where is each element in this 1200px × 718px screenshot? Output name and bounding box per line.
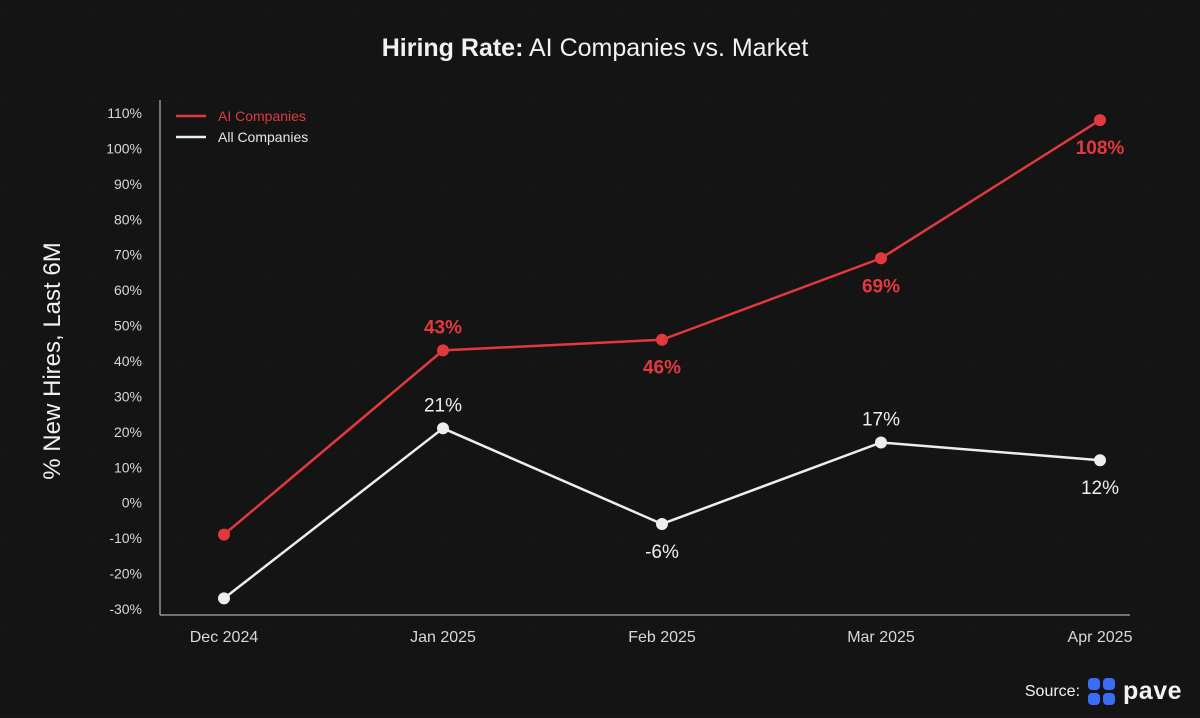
y-tick-label: 70% xyxy=(114,247,142,263)
y-tick-label: 60% xyxy=(114,282,142,298)
y-tick-label: 40% xyxy=(114,353,142,369)
data-point xyxy=(875,252,887,265)
pave-logo-icon xyxy=(1088,678,1116,705)
y-tick-label: 90% xyxy=(114,176,142,192)
data-label: 69% xyxy=(862,276,900,297)
y-tick-label: 0% xyxy=(122,495,142,511)
x-tick-label: Apr 2025 xyxy=(1068,629,1133,646)
x-tick-label: Mar 2025 xyxy=(847,629,915,646)
y-tick-label: -30% xyxy=(109,601,142,617)
data-point xyxy=(437,344,449,357)
series-line-0 xyxy=(223,119,1101,536)
source-credit: Source: pave xyxy=(1025,677,1182,706)
pave-brand-name: pave xyxy=(1123,677,1182,705)
data-label: 108% xyxy=(1076,138,1125,159)
y-tick-label: 100% xyxy=(106,140,142,156)
y-tick-label: -10% xyxy=(109,530,142,546)
series-line-1 xyxy=(223,427,1101,600)
data-label: 43% xyxy=(424,317,462,338)
data-point xyxy=(218,592,230,605)
data-point xyxy=(437,422,449,435)
chart-title-rest: AI Companies vs. Market xyxy=(529,34,809,62)
legend-label: All Companies xyxy=(218,129,308,145)
x-tick-label: Jan 2025 xyxy=(410,629,476,646)
y-tick-label: 10% xyxy=(114,459,142,475)
data-label: 12% xyxy=(1081,478,1119,499)
data-point xyxy=(1094,114,1106,127)
data-point xyxy=(218,528,230,541)
data-label: 21% xyxy=(424,395,462,416)
y-tick-label: 80% xyxy=(114,211,142,227)
data-label: 17% xyxy=(862,409,900,430)
data-label: -6% xyxy=(645,542,679,563)
chart-title: Hiring Rate: AI Companies vs. Market xyxy=(0,34,1190,63)
y-tick-label: 50% xyxy=(114,318,142,334)
y-axis-title: % New Hires, Last 6M xyxy=(39,242,66,479)
source-label: Source: xyxy=(1024,682,1081,700)
data-point xyxy=(1094,454,1106,467)
chart-title-bold: Hiring Rate: xyxy=(381,34,524,62)
data-point xyxy=(656,333,668,346)
y-tick-label: 20% xyxy=(114,424,142,440)
data-label: 46% xyxy=(643,358,681,379)
y-tick-label: -20% xyxy=(109,566,142,582)
y-tick-label: 110% xyxy=(107,105,142,121)
data-point xyxy=(656,517,668,530)
legend-label: AI Companies xyxy=(218,108,306,124)
x-tick-label: Feb 2025 xyxy=(628,629,696,646)
x-tick-label: Dec 2024 xyxy=(190,629,259,646)
data-point xyxy=(875,436,887,449)
y-tick-label: 30% xyxy=(114,388,142,404)
